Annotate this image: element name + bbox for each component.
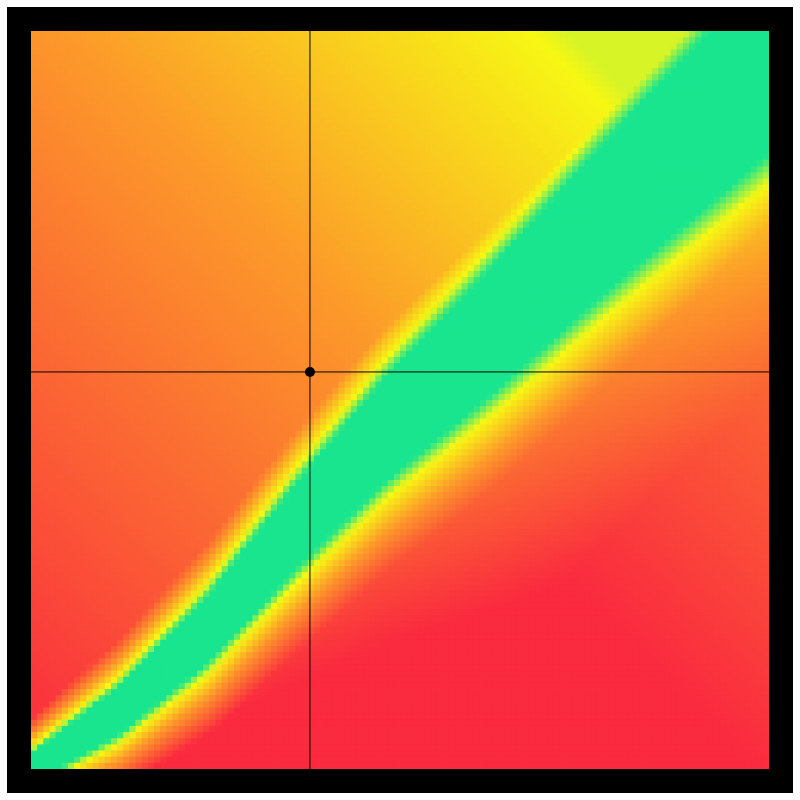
- chart-container: TheBottleneck.com: [0, 0, 800, 800]
- heatmap-canvas: [31, 31, 769, 769]
- heatmap-plot: [31, 31, 769, 769]
- watermark-text: TheBottleneck.com: [594, 6, 782, 29]
